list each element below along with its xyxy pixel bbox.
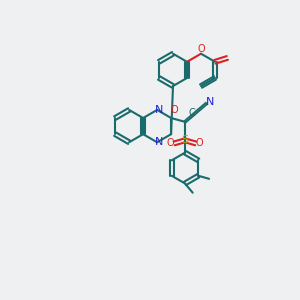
Text: C: C <box>188 108 195 118</box>
Text: S: S <box>182 135 188 145</box>
Text: O: O <box>196 138 203 148</box>
Text: O: O <box>167 138 174 148</box>
Text: O: O <box>197 44 205 54</box>
Text: N: N <box>206 97 214 107</box>
Text: N: N <box>155 137 164 147</box>
Text: N: N <box>155 105 164 115</box>
Text: O: O <box>171 105 178 115</box>
